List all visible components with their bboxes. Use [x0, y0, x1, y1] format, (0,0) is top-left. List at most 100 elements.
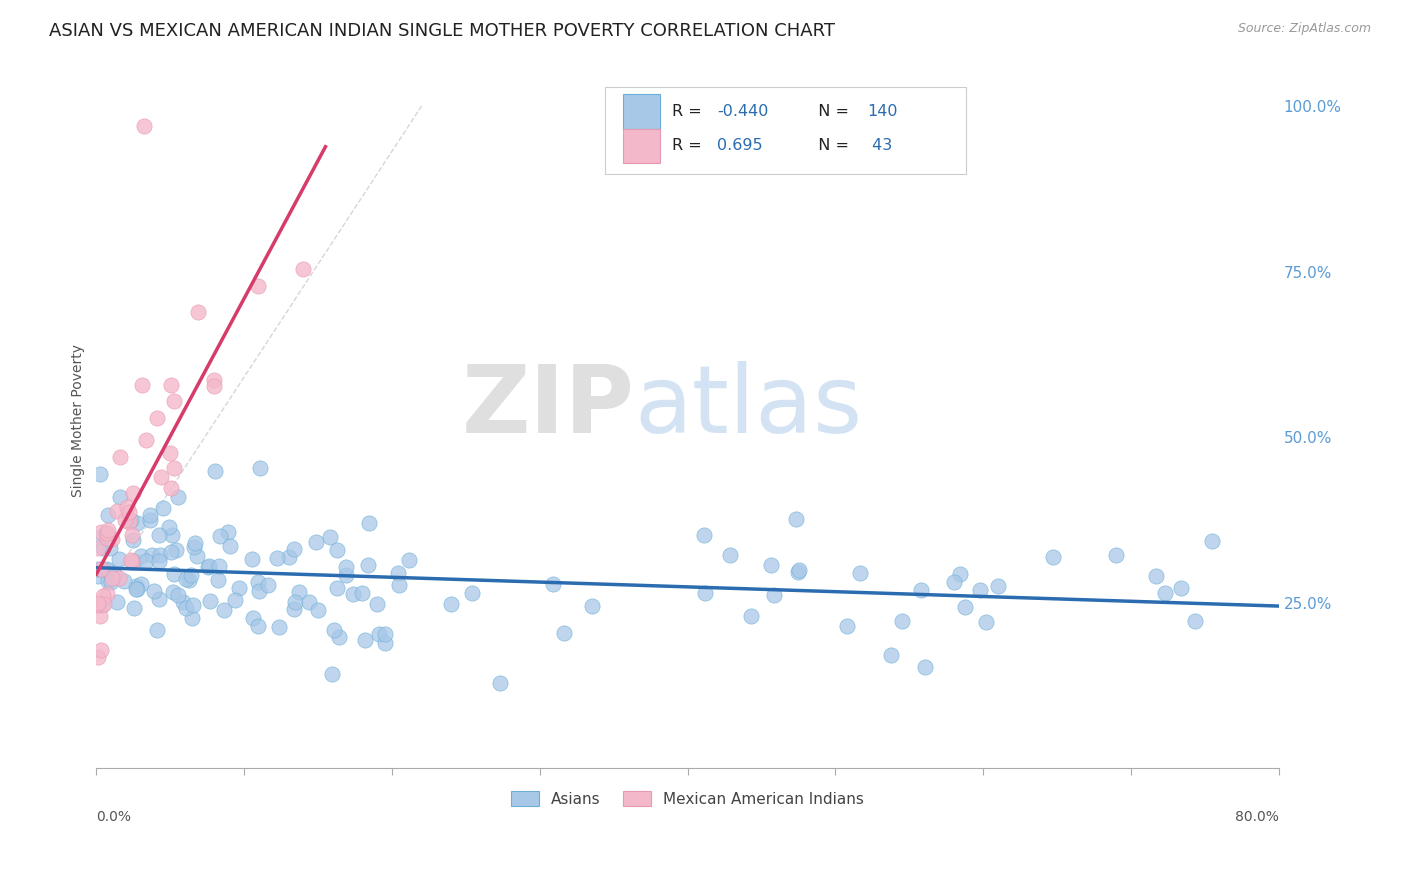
- Point: [148, 549, 170, 563]
- Point: [108, 450, 131, 465]
- Point: [277, 549, 299, 564]
- Point: [150, 470, 173, 484]
- Point: [354, 632, 377, 647]
- Text: 0.695: 0.695: [717, 138, 763, 153]
- Point: [94, 525, 117, 540]
- Point: [96, 587, 118, 601]
- Point: [107, 571, 129, 585]
- Y-axis label: Single Mother Poverty: Single Mother Poverty: [72, 344, 86, 497]
- Point: [183, 540, 205, 554]
- Point: [96, 563, 118, 577]
- Point: [319, 530, 342, 544]
- Point: [125, 579, 148, 593]
- Point: [120, 513, 142, 527]
- Point: [218, 539, 240, 553]
- Point: [398, 552, 420, 566]
- Point: [208, 529, 231, 543]
- Legend: Asians, Mexican American Indians: Asians, Mexican American Indians: [505, 785, 870, 813]
- Point: [848, 566, 870, 581]
- Point: [283, 541, 305, 556]
- Point: [159, 520, 181, 534]
- Point: [87, 596, 110, 610]
- Text: ZIP: ZIP: [461, 360, 634, 453]
- Point: [162, 528, 184, 542]
- Point: [146, 623, 169, 637]
- Point: [321, 666, 343, 681]
- Point: [953, 599, 976, 614]
- Point: [100, 575, 122, 590]
- Point: [228, 581, 250, 595]
- Point: [90, 524, 112, 539]
- FancyBboxPatch shape: [623, 94, 661, 128]
- Point: [267, 620, 290, 634]
- Point: [367, 627, 389, 641]
- Point: [90, 642, 112, 657]
- Point: [204, 464, 226, 478]
- Point: [96, 562, 118, 576]
- Point: [335, 568, 357, 582]
- Point: [553, 626, 575, 640]
- Point: [1201, 534, 1223, 549]
- Point: [114, 513, 136, 527]
- Text: 140: 140: [868, 103, 898, 119]
- Point: [987, 579, 1010, 593]
- Point: [160, 544, 183, 558]
- Point: [181, 598, 204, 612]
- Point: [174, 601, 197, 615]
- Point: [461, 585, 484, 599]
- Point: [172, 595, 194, 609]
- Point: [121, 555, 143, 569]
- Point: [1042, 549, 1064, 564]
- Point: [143, 584, 166, 599]
- Point: [292, 261, 315, 276]
- Point: [129, 577, 152, 591]
- Point: [89, 467, 111, 481]
- Point: [374, 627, 396, 641]
- Point: [914, 659, 936, 673]
- Point: [135, 554, 157, 568]
- Point: [127, 516, 149, 530]
- Point: [87, 562, 110, 576]
- Point: [787, 563, 810, 577]
- Point: [162, 585, 184, 599]
- Point: [247, 584, 270, 599]
- Point: [366, 597, 388, 611]
- Point: [122, 486, 145, 500]
- Point: [93, 597, 115, 611]
- Point: [740, 608, 762, 623]
- Point: [187, 305, 209, 319]
- Point: [1144, 569, 1167, 583]
- Point: [202, 379, 225, 393]
- Point: [121, 528, 143, 542]
- Text: 0.0%: 0.0%: [97, 810, 131, 824]
- Point: [101, 532, 124, 546]
- Point: [335, 560, 357, 574]
- Text: atlas: atlas: [634, 360, 863, 453]
- Point: [129, 549, 152, 563]
- Point: [105, 595, 128, 609]
- Point: [122, 601, 145, 615]
- Point: [246, 574, 269, 589]
- Point: [880, 648, 903, 662]
- Point: [256, 577, 278, 591]
- Point: [249, 460, 271, 475]
- Point: [183, 536, 205, 550]
- Point: [693, 528, 716, 542]
- Point: [387, 566, 409, 581]
- Point: [541, 577, 564, 591]
- Point: [240, 552, 263, 566]
- Point: [198, 559, 221, 574]
- Point: [108, 551, 131, 566]
- Point: [131, 378, 153, 392]
- Point: [87, 598, 110, 612]
- Point: [165, 543, 187, 558]
- Point: [148, 528, 170, 542]
- Point: [103, 567, 125, 582]
- Point: [132, 119, 155, 133]
- Point: [242, 611, 264, 625]
- Point: [762, 588, 785, 602]
- Point: [139, 508, 162, 522]
- Point: [160, 481, 183, 495]
- Point: [298, 595, 321, 609]
- Point: [87, 597, 110, 611]
